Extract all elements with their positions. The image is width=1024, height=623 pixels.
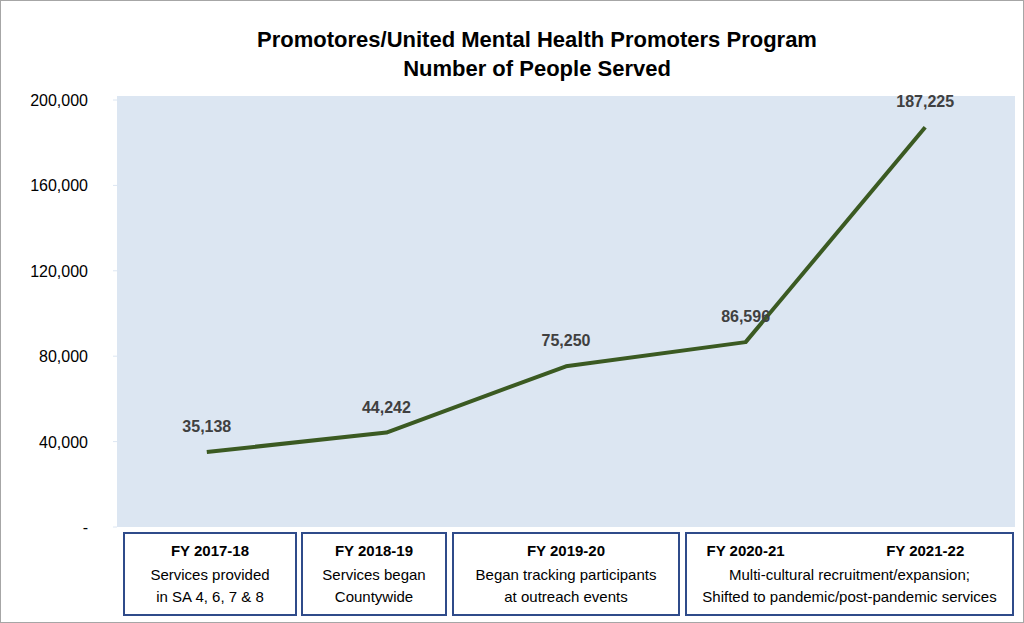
annotation-box <box>124 533 296 615</box>
annotation-box <box>686 533 1013 615</box>
y-tick-label: 120,000 <box>30 263 88 280</box>
x-tick-label: FY 2019-20 <box>527 542 605 559</box>
data-label: 86,596 <box>721 308 770 325</box>
subtitle: Number of People Served <box>403 56 671 81</box>
y-tick-label: 80,000 <box>39 348 88 365</box>
annotation-text: Services began <box>322 566 425 583</box>
data-label: 44,242 <box>362 399 411 416</box>
y-tick-label: 40,000 <box>39 434 88 451</box>
y-tick <box>113 100 117 101</box>
plot-background <box>117 96 1015 527</box>
y-tick-label: 200,000 <box>30 92 88 109</box>
annotation-text: Began tracking participants <box>476 566 657 583</box>
chart-frame <box>1 1 1024 623</box>
chart: Promotores/United Mental Health Promoter… <box>0 0 1024 623</box>
data-label: 187,225 <box>896 93 954 110</box>
x-tick-label: FY 2020-21 <box>707 542 785 559</box>
annotation-text: Multi-cultural recruitment/expansion; <box>729 566 970 583</box>
annotation-box <box>453 533 679 615</box>
annotation-box <box>302 533 446 615</box>
y-tick <box>113 270 117 271</box>
y-tick-label: - <box>83 519 88 536</box>
annotation-text: in SA 4, 6, 7 & 8 <box>156 588 264 605</box>
data-line <box>207 127 925 452</box>
y-tick-label: 160,000 <box>30 177 88 194</box>
annotation-text: at outreach events <box>504 588 627 605</box>
x-tick-label: FY 2017-18 <box>171 542 249 559</box>
title: Promotores/United Mental Health Promoter… <box>257 27 817 52</box>
y-tick <box>113 185 117 186</box>
y-tick <box>113 527 117 528</box>
annotation-text: Shifted to pandemic/post-pandemic servic… <box>702 588 996 605</box>
y-tick <box>113 441 117 442</box>
annotation-text: Countywide <box>335 588 413 605</box>
annotation-text: Services provided <box>150 566 269 583</box>
data-label: 35,138 <box>182 418 231 435</box>
x-tick-label: FY 2018-19 <box>335 542 413 559</box>
y-tick <box>113 356 117 357</box>
x-tick-label: FY 2021-22 <box>886 542 964 559</box>
series-group <box>207 127 925 452</box>
data-label: 75,250 <box>542 332 591 349</box>
